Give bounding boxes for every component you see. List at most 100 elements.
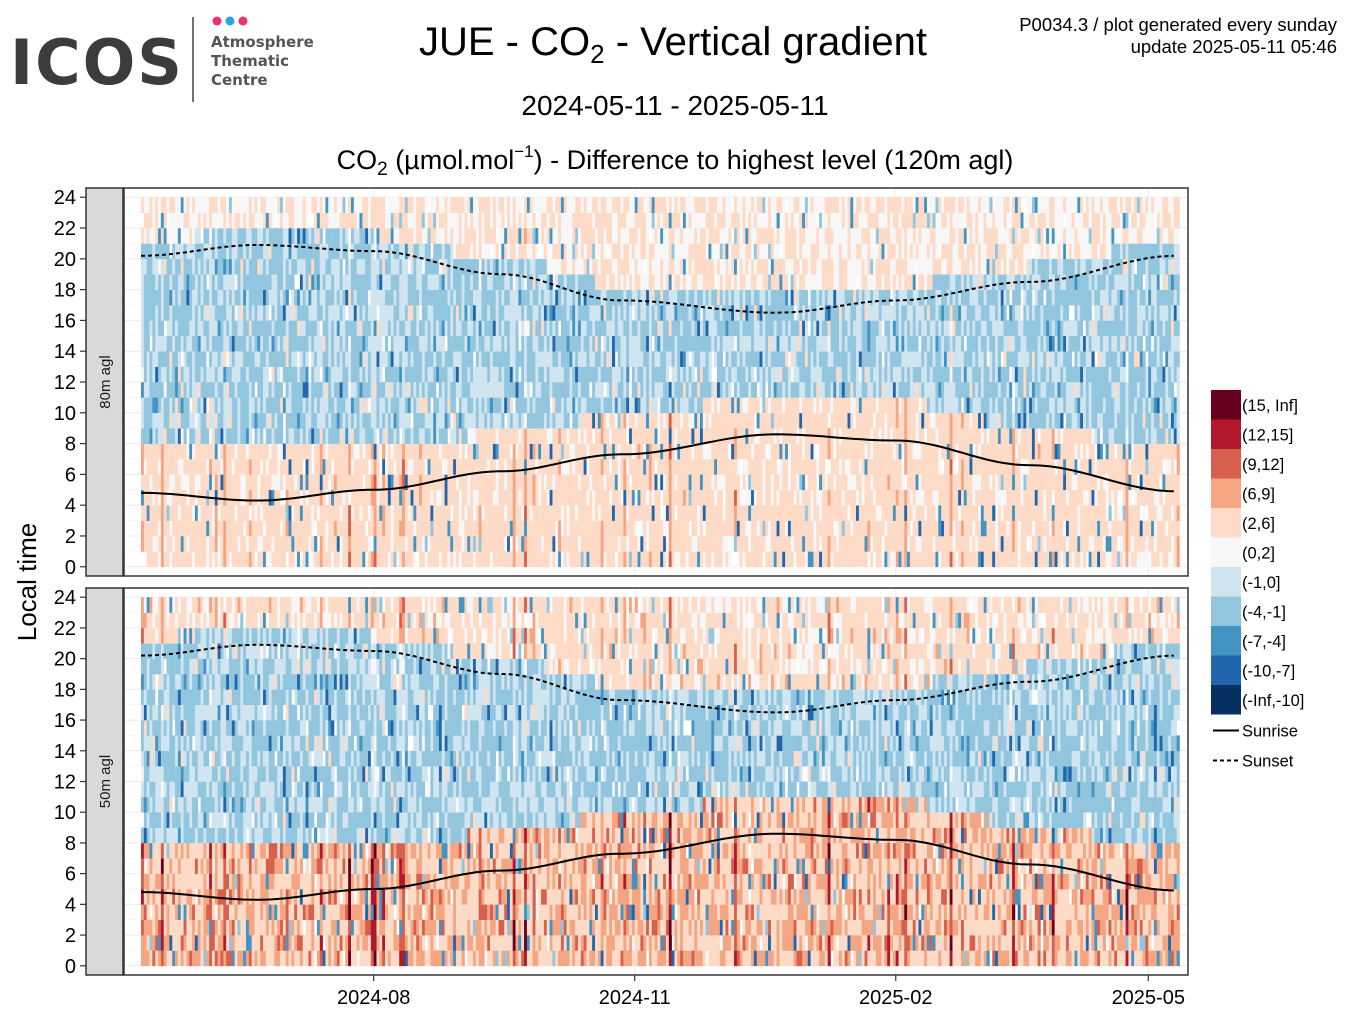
heatmap-cell [487, 505, 491, 521]
heatmap-cell [211, 335, 216, 352]
heatmap-cell [243, 458, 247, 475]
heatmap-cell [282, 443, 287, 460]
heatmap-cell [254, 351, 258, 367]
heatmap-cell [699, 412, 704, 429]
heatmap-cell [640, 228, 644, 244]
heatmap-cell [461, 320, 465, 337]
heatmap-cell [595, 382, 599, 398]
heatmap-cell [623, 351, 627, 367]
heatmap-cell [237, 382, 241, 398]
heatmap-cell [685, 489, 689, 506]
heatmap-cell [490, 397, 494, 414]
heatmap-cell [566, 258, 570, 275]
heatmap-cell [141, 289, 145, 306]
heatmap-cell [282, 228, 287, 244]
heatmap-cell [648, 474, 653, 491]
heatmap-cell [674, 212, 678, 229]
heatmap-cell [419, 551, 423, 568]
heatmap-cell [626, 289, 630, 306]
heatmap-cell [331, 305, 335, 321]
heatmap-cell [160, 535, 165, 552]
heatmap-cell [350, 320, 355, 337]
heatmap-cell [702, 289, 706, 306]
heatmap-cell [280, 289, 284, 306]
heatmap-cell [251, 535, 255, 552]
heatmap-cell [677, 289, 681, 306]
heatmap-cell [263, 443, 267, 460]
heatmap-cell [538, 412, 542, 429]
heatmap-cell [413, 520, 417, 537]
heatmap-cell [203, 335, 207, 352]
heatmap-cell [393, 351, 397, 367]
heatmap-cell [501, 382, 505, 398]
heatmap-cell [404, 212, 409, 229]
heatmap-cell [552, 366, 556, 383]
heatmap-cell [299, 366, 304, 383]
heatmap-cell [177, 382, 182, 398]
heatmap-cell [263, 412, 267, 429]
heatmap-cell [680, 505, 684, 521]
heatmap-cell [203, 212, 207, 229]
heatmap-cell [294, 520, 298, 537]
heatmap-cell [481, 505, 485, 521]
heatmap-cell [402, 551, 406, 568]
heatmap-cell [430, 443, 434, 460]
heatmap-cell [373, 274, 377, 290]
heatmap-cell [728, 320, 732, 337]
heatmap-cell [447, 397, 451, 414]
heatmap-cell [328, 320, 332, 337]
heatmap-cell [697, 289, 701, 306]
heatmap-cell [455, 474, 460, 491]
heatmap-cell [595, 520, 599, 537]
heatmap-cell [546, 428, 550, 444]
heatmap-cell [322, 305, 326, 321]
heatmap-cell [336, 551, 340, 568]
heatmap-cell [419, 351, 423, 367]
heatmap-cell [461, 535, 465, 552]
heatmap-cell [268, 382, 272, 398]
heatmap-cell [580, 489, 584, 506]
heatmap-cell [461, 428, 465, 444]
heatmap-cell [719, 535, 723, 552]
heatmap-cell [214, 443, 218, 460]
heatmap-cell [143, 428, 147, 444]
heatmap-cell [402, 197, 406, 213]
heatmap-cell [149, 228, 153, 244]
heatmap-cell [634, 289, 638, 306]
heatmap-cell [158, 305, 162, 321]
heatmap-cell [603, 197, 607, 213]
heatmap-cell [512, 274, 516, 290]
heatmap-cell [214, 228, 218, 244]
heatmap-cell [532, 289, 536, 306]
heatmap-cell [359, 535, 363, 552]
heatmap-cell [455, 274, 460, 290]
heatmap-cell [711, 228, 715, 244]
heatmap-cell [634, 258, 638, 275]
heatmap-cell [396, 520, 400, 537]
heatmap-cell [379, 443, 383, 460]
heatmap-cell [651, 320, 655, 337]
heatmap-cell [189, 335, 193, 352]
heatmap-cell [251, 258, 255, 275]
heatmap-cell [680, 397, 684, 414]
heatmap-cell [708, 320, 712, 337]
heatmap-cell [606, 474, 610, 491]
heatmap-cell [685, 351, 689, 367]
heatmap-cell [362, 351, 366, 367]
heatmap-cell [271, 197, 275, 213]
heatmap-cell [248, 458, 252, 475]
heatmap-cell [475, 474, 479, 491]
heatmap-cell [660, 274, 664, 290]
heatmap-cell [419, 428, 423, 444]
heatmap-cell [637, 382, 641, 398]
heatmap-cell [552, 474, 556, 491]
heatmap-cell [734, 520, 738, 537]
heatmap-cell [220, 412, 224, 429]
heatmap-cell [597, 274, 601, 290]
heatmap-cell [416, 228, 420, 244]
heatmap-cell [680, 412, 684, 429]
heatmap-cell [311, 243, 315, 260]
heatmap-cell [368, 335, 372, 352]
